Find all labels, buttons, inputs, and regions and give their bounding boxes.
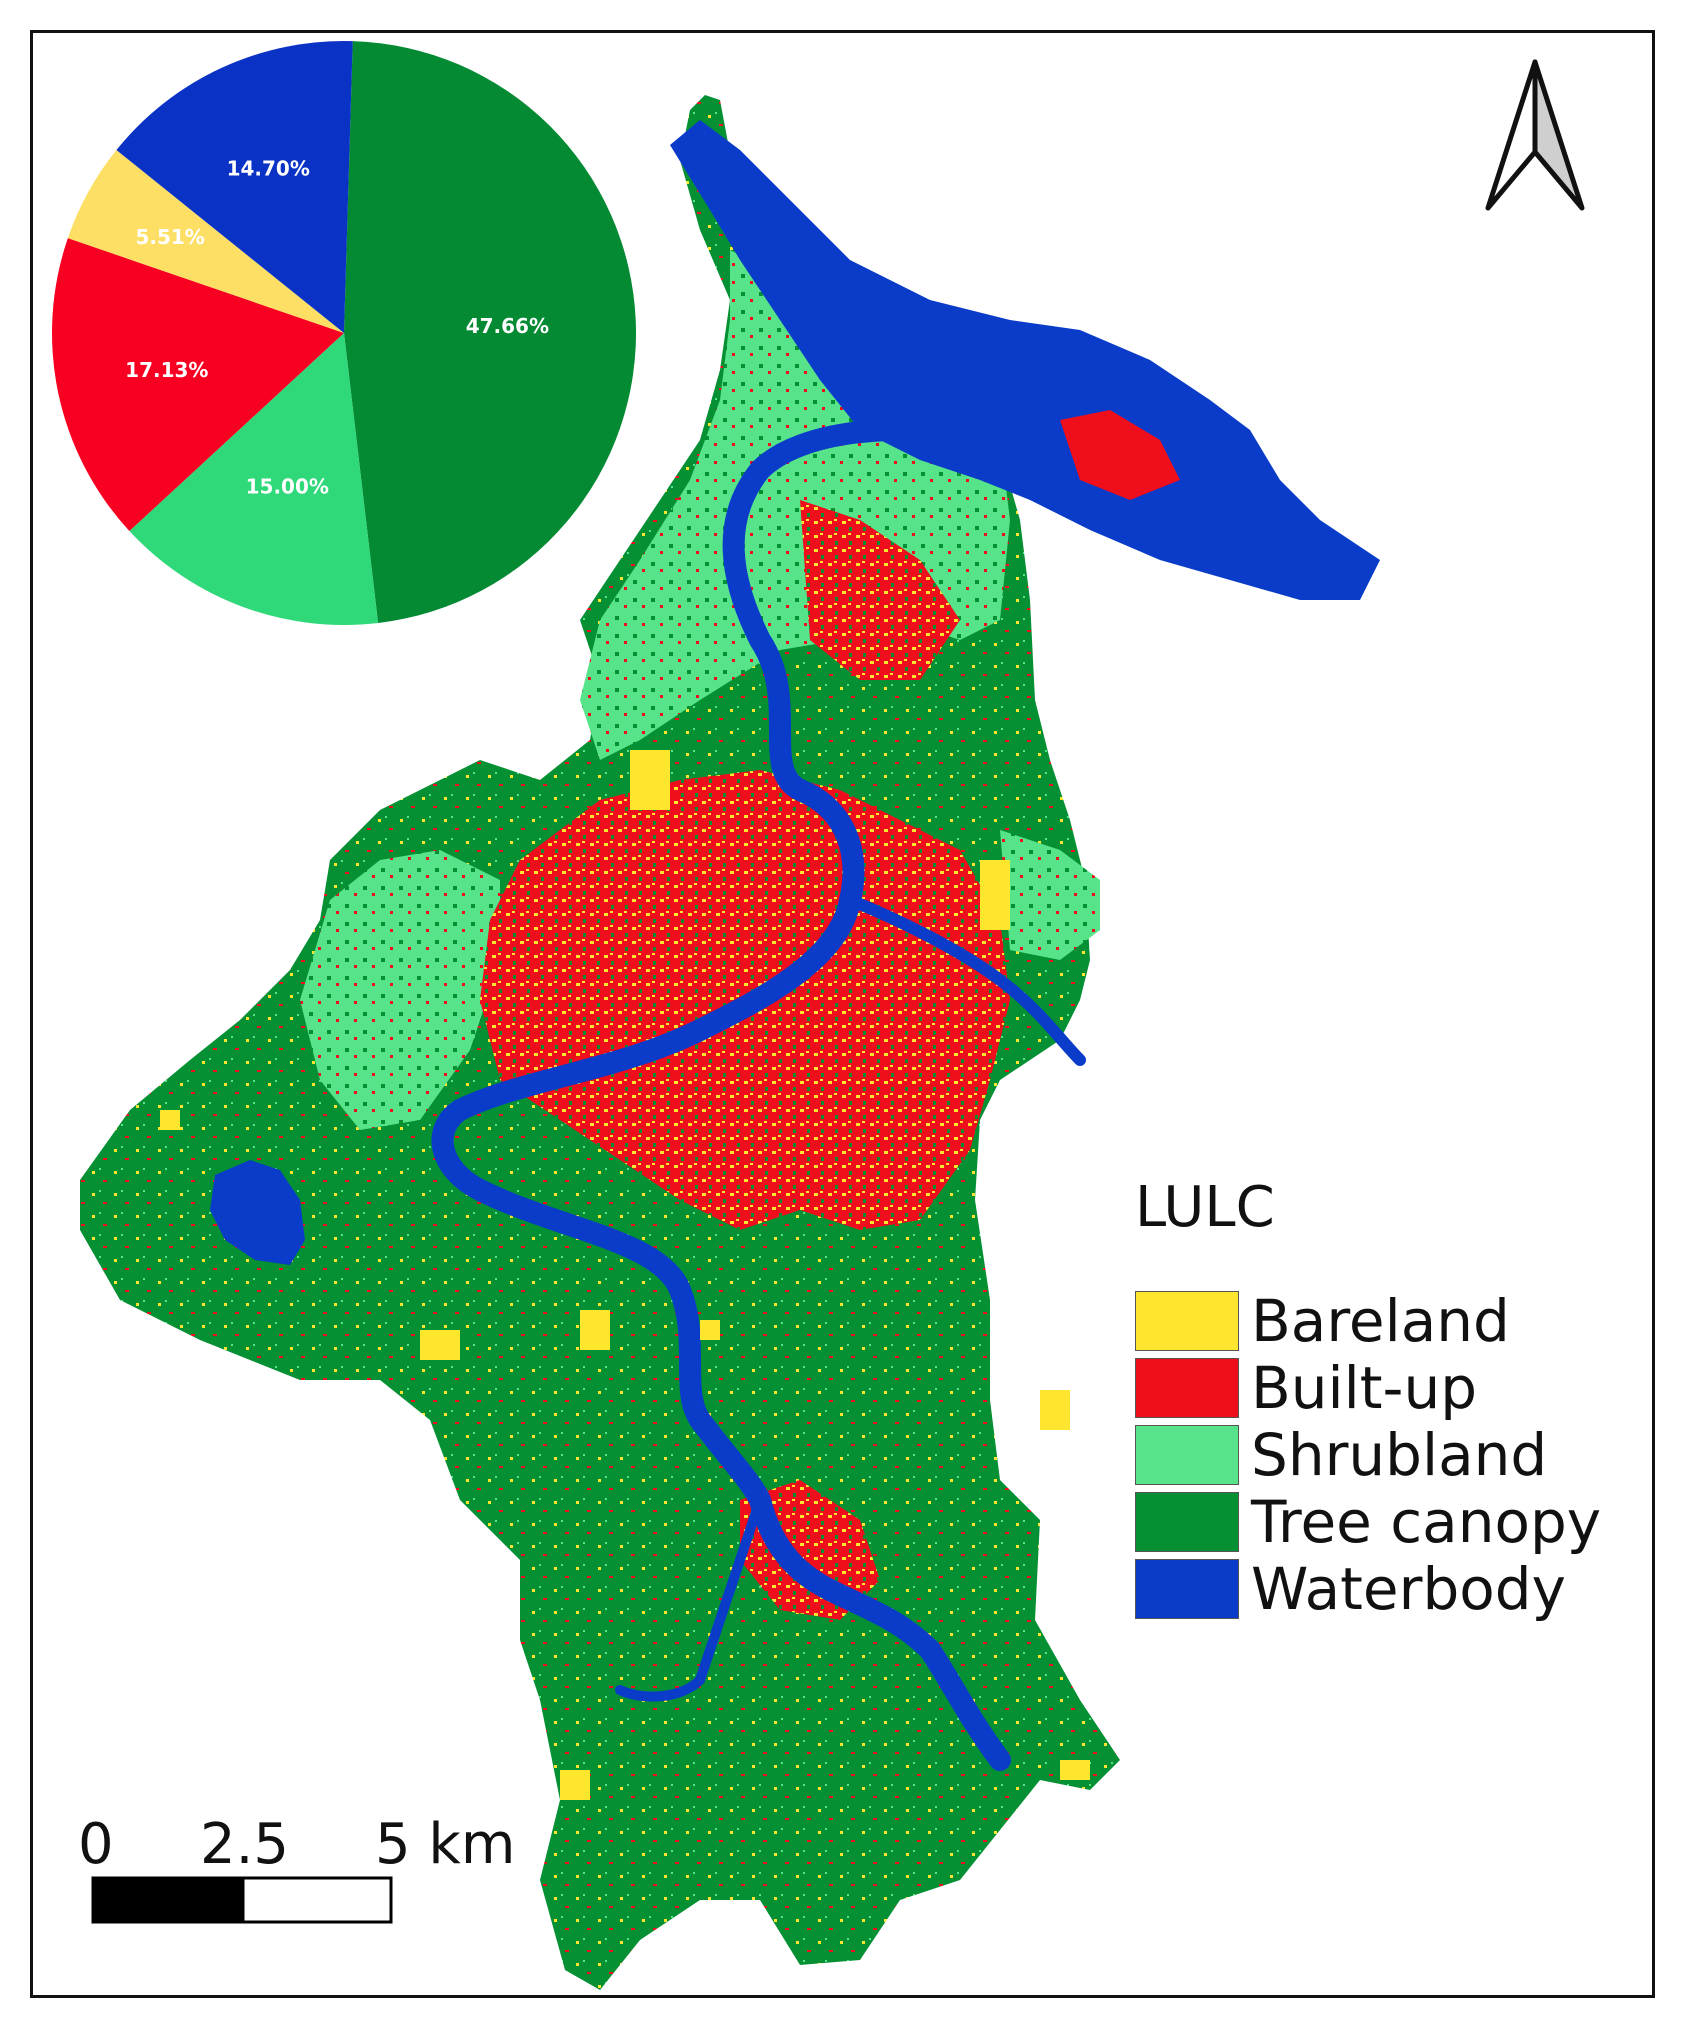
legend-swatch [1135, 1559, 1239, 1619]
pie-slice-waterbody [116, 41, 353, 333]
legend-swatch [1135, 1291, 1239, 1351]
estuary-builtup [1060, 410, 1180, 500]
shrubland-east [1000, 830, 1100, 960]
pie-label-bareland: 5.51% [135, 225, 204, 249]
legend-label: Waterbody [1251, 1555, 1566, 1623]
pie-label-waterbody: 14.70% [227, 157, 310, 181]
pie-slice-shrubland [129, 333, 379, 625]
legend-title: LULC [1135, 1175, 1275, 1240]
legend-swatch [1135, 1425, 1239, 1485]
tributary-east [844, 894, 1086, 1066]
main-river [431, 419, 1011, 1771]
scale-label-0: 0 [78, 1812, 114, 1877]
legend-swatch [1135, 1358, 1239, 1418]
pie-slice-bareland [67, 150, 344, 333]
bareland-patches [160, 750, 1090, 1800]
reservoir [210, 1160, 305, 1265]
scale-label-5km: 5 km [375, 1812, 516, 1877]
shrubland-west [300, 850, 500, 1130]
pie-slice-built-up [52, 238, 344, 532]
legend-swatch [1135, 1492, 1239, 1552]
pie-label-shrubland: 15.00% [246, 474, 329, 498]
legend-label: Tree canopy [1251, 1488, 1602, 1556]
legend-item-shrubland: Shrubland [1135, 1421, 1548, 1489]
legend-label: Shrubland [1251, 1421, 1548, 1489]
legend-item-waterbody: Waterbody [1135, 1555, 1566, 1623]
pie-label-built-up: 17.13% [125, 358, 208, 382]
scale-label-2-5: 2.5 [200, 1812, 290, 1877]
built-up-north [800, 500, 960, 680]
legend-item-tree-canopy: Tree canopy [1135, 1488, 1602, 1556]
legend-label: Bareland [1251, 1287, 1510, 1355]
tributary-south [615, 1495, 765, 1702]
lulc-pie-chart: 47.66% 15.00% 17.13% 5.51% 14.70% [52, 41, 637, 625]
north-arrow-icon [1485, 59, 1585, 211]
legend-label: Built-up [1251, 1354, 1478, 1422]
estuary [670, 120, 1380, 600]
scale-bar [91, 1876, 393, 1924]
legend-item-bareland: Bareland [1135, 1287, 1510, 1355]
pie-slice-tree-canopy [344, 41, 637, 624]
legend-item-built-up: Built-up [1135, 1354, 1478, 1422]
pie-label-tree-canopy: 47.66% [466, 314, 549, 338]
